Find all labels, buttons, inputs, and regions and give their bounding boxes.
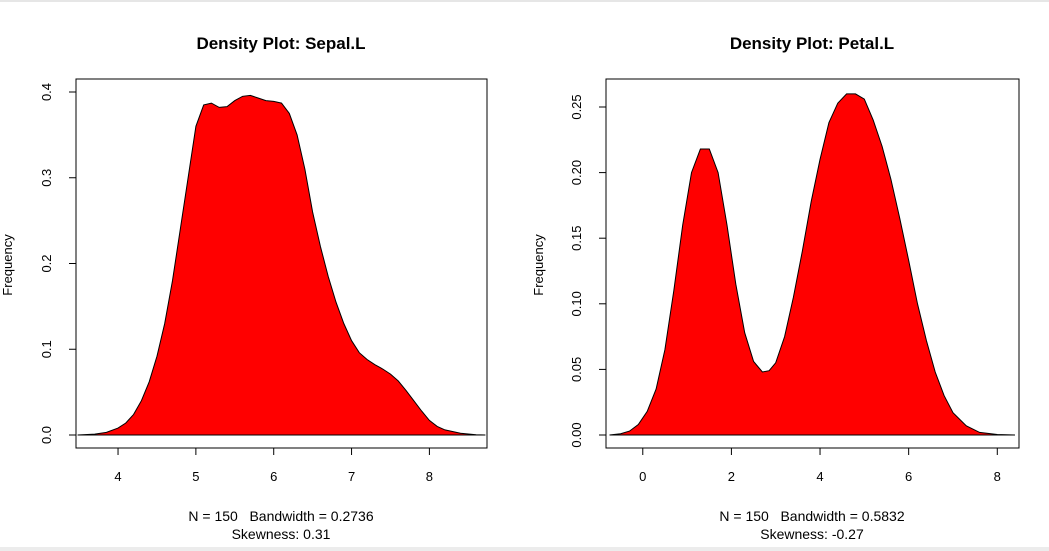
top-border xyxy=(0,0,1049,2)
x-axis: 4 5 6 7 8 xyxy=(114,447,433,484)
chart-title: Density Plot: Petal.L xyxy=(730,34,894,53)
x-tick-label: 6 xyxy=(905,469,912,484)
x-tick-label: 8 xyxy=(994,469,1001,484)
y-axis: 0.00 0.05 0.10 0.15 0.20 0.25 xyxy=(569,94,607,448)
y-tick-label: 0.00 xyxy=(569,422,584,447)
y-axis-label: Frequency xyxy=(531,234,546,296)
y-tick-label: 0.15 xyxy=(569,226,584,251)
y-tick-label: 0.1 xyxy=(39,340,54,358)
density-area xyxy=(77,94,486,436)
x-axis-label: N = 150 Bandwidth = 0.5832 xyxy=(719,508,904,524)
x-tick-label: 7 xyxy=(348,469,355,484)
y-tick-label: 0.3 xyxy=(39,169,54,187)
x-tick-label: 4 xyxy=(816,469,823,484)
skewness-note: Skewness: -0.27 xyxy=(760,526,864,542)
y-tick-label: 0.20 xyxy=(569,160,584,185)
y-tick-label: 0.05 xyxy=(569,357,584,382)
y-axis: 0.0 0.1 0.2 0.3 0.4 xyxy=(39,83,77,444)
y-tick-label: 0.10 xyxy=(569,291,584,316)
x-tick-label: 2 xyxy=(728,469,735,484)
petal-density-panel: Density Plot: Petal.L 0 2 4 6 8 0.00 0.05 0.10… xyxy=(531,34,1020,542)
bottom-border xyxy=(0,547,1049,551)
x-tick-label: 4 xyxy=(114,469,121,484)
x-axis-label: N = 150 Bandwidth = 0.2736 xyxy=(188,508,373,524)
chart-title: Density Plot: Sepal.L xyxy=(196,34,365,53)
density-area xyxy=(609,93,1016,436)
y-tick-label: 0.25 xyxy=(569,94,584,119)
y-tick-label: 0.4 xyxy=(39,83,54,101)
y-tick-label: 0.0 xyxy=(39,426,54,444)
x-tick-label: 5 xyxy=(192,469,199,484)
x-tick-label: 0 xyxy=(639,469,646,484)
x-tick-label: 8 xyxy=(426,469,433,484)
sepal-density-panel: Density Plot: Sepal.L 4 5 6 7 8 0.0 0.1 0.2 0.3… xyxy=(0,34,488,542)
skewness-note: Skewness: 0.31 xyxy=(232,526,331,542)
x-tick-label: 6 xyxy=(270,469,277,484)
x-axis: 0 2 4 6 8 xyxy=(639,447,1001,484)
y-tick-label: 0.2 xyxy=(39,254,54,272)
y-axis-label: Frequency xyxy=(0,234,15,296)
